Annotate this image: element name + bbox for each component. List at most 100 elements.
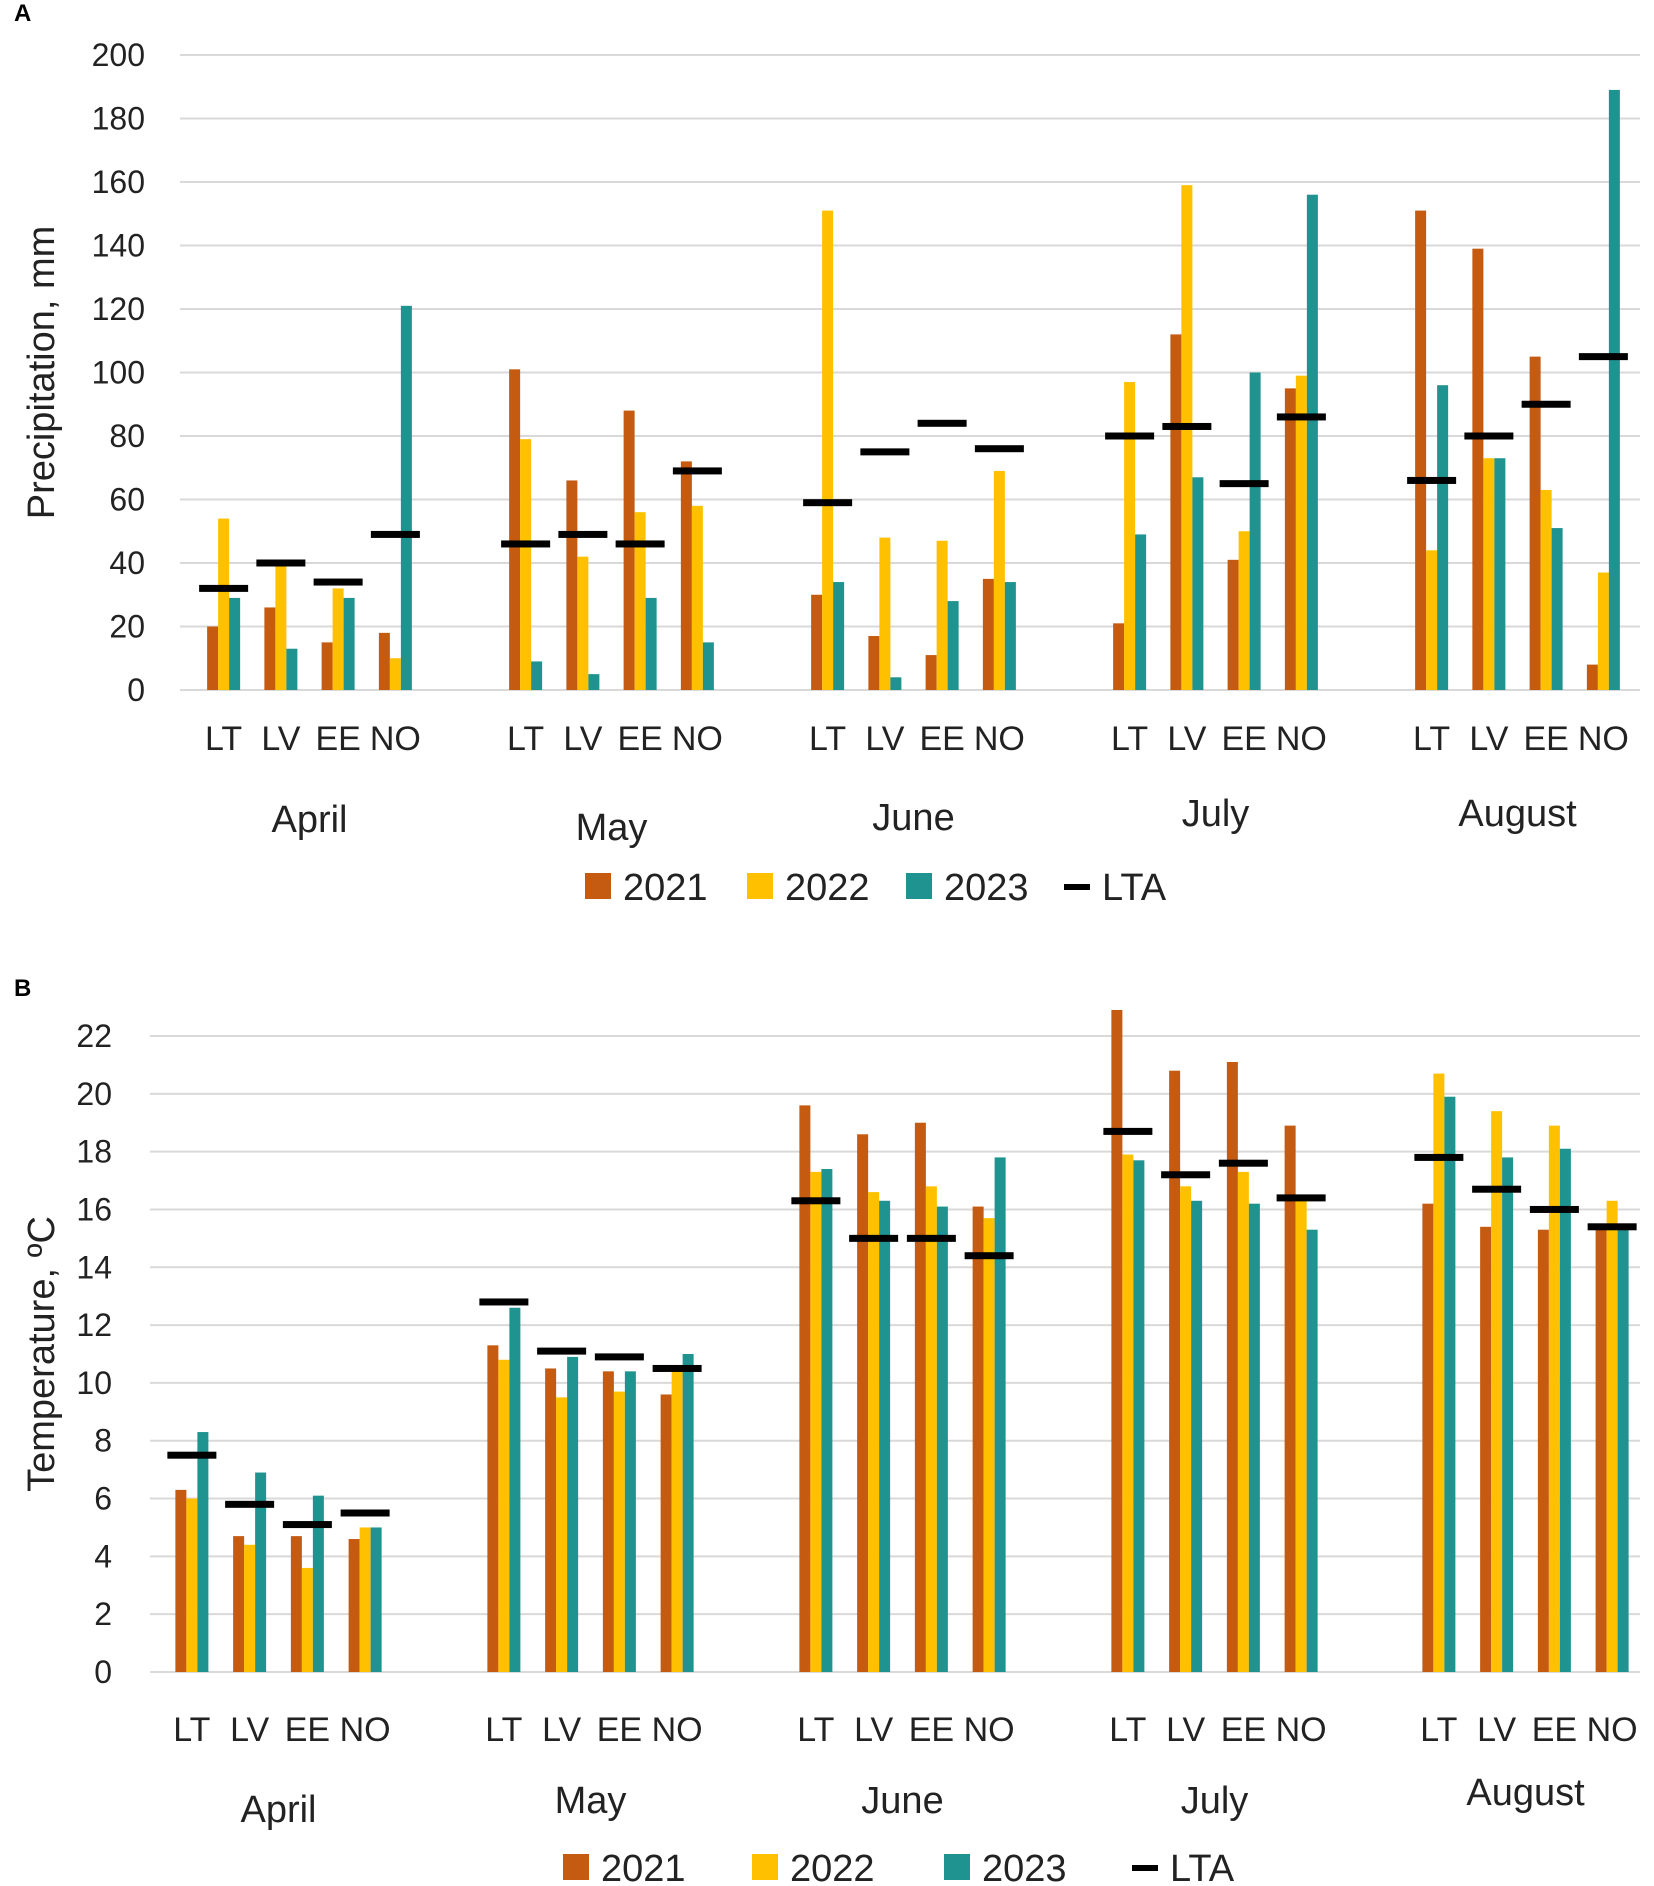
legend-swatch-lta (1064, 884, 1090, 890)
lta-marker-june-ee (906, 1234, 956, 1242)
bar-2021-july-lv (1170, 334, 1182, 690)
bar-2022-may-no (691, 505, 703, 690)
month-label: August (1466, 1772, 1585, 1814)
bar-2022-june-lt (810, 1171, 822, 1672)
bar-2023-june-no (994, 1157, 1006, 1672)
bar-2023-july-lv (1191, 1200, 1203, 1672)
bar-2021-august-lv (1480, 1226, 1492, 1672)
bar-2021-may-no (660, 1394, 672, 1672)
station-label: EE (597, 1711, 642, 1749)
lta-marker-may-ee (615, 540, 665, 548)
lta-marker-june-no (974, 445, 1024, 453)
station-label: LV (1166, 1711, 1205, 1749)
bar-2022-april-no (359, 1527, 371, 1672)
lta-marker-august-no (1578, 353, 1628, 361)
station-label: NO (974, 720, 1025, 758)
bar-2021-july-ee (1226, 1062, 1238, 1672)
bar-2023-august-ee (1551, 528, 1563, 690)
y-tick-label: 160 (92, 164, 145, 200)
lta-marker-august-no (1587, 1223, 1637, 1231)
month-label: August (1458, 793, 1577, 835)
bar-2021-april-no (348, 1539, 360, 1672)
bar-2021-june-no (982, 578, 994, 690)
lta-marker-july-lv (1162, 422, 1212, 430)
bar-2021-july-ee (1227, 559, 1239, 690)
station-label: LV (542, 1711, 581, 1749)
station-label: EE (617, 720, 662, 758)
station-label: EE (909, 1711, 954, 1749)
bar-2022-august-ee (1548, 1125, 1560, 1672)
lta-marker-june-lt (791, 1197, 841, 1205)
y-tick-label: 18 (76, 1134, 112, 1170)
y-tick-label: 2 (94, 1596, 112, 1632)
station-label: LV (854, 1711, 893, 1749)
y-tick-label: 16 (76, 1191, 112, 1227)
lta-marker-may-lt (479, 1298, 529, 1306)
bar-2021-april-lv (264, 607, 276, 690)
station-label: NO (370, 720, 421, 758)
bar-2022-august-ee (1540, 489, 1552, 690)
bar-2021-may-ee (602, 1371, 614, 1672)
bar-2023-june-no (1004, 582, 1016, 690)
panel-letter-b: B (14, 975, 32, 1002)
lta-marker-may-lv (558, 530, 608, 538)
lta-marker-june-lv (860, 448, 910, 456)
bar-2023-april-ee (312, 1495, 324, 1672)
bar-2023-april-no (400, 305, 412, 690)
bar-2021-april-ee (290, 1536, 302, 1672)
legend-swatch-2023 (944, 1854, 970, 1880)
bar-2023-april-no (370, 1527, 382, 1672)
bar-2021-june-lt (811, 594, 823, 690)
bar-2022-april-no (389, 658, 401, 690)
bar-2021-may-lt (487, 1345, 499, 1672)
bar-2021-may-lv (545, 1368, 557, 1672)
station-label: NO (1276, 720, 1327, 758)
lta-marker-june-lt (803, 499, 853, 507)
y-tick-label: 0 (127, 672, 145, 708)
bar-2022-july-lt (1124, 382, 1136, 690)
bar-2023-july-lt (1135, 534, 1147, 690)
lta-marker-july-lt (1103, 1127, 1153, 1135)
bar-2022-may-lt (520, 439, 532, 690)
bar-2021-june-lt (799, 1105, 811, 1672)
station-label: NO (964, 1711, 1015, 1749)
station-label: NO (672, 720, 723, 758)
bar-2022-april-lv (244, 1544, 256, 1672)
bar-2023-july-lv (1192, 477, 1204, 690)
month-label: July (1181, 1780, 1249, 1822)
y-tick-label: 12 (76, 1307, 112, 1343)
bar-2022-april-lt (186, 1498, 198, 1672)
y-axis-label: Temperature, ºC (21, 1216, 63, 1492)
bar-2023-april-lt (229, 597, 241, 690)
bar-2022-august-lt (1426, 550, 1438, 690)
lta-marker-april-lv (225, 1500, 275, 1508)
legend-swatch-2021 (585, 873, 611, 899)
bar-2021-may-ee (623, 410, 635, 690)
legend-label-lta: LTA (1170, 1848, 1235, 1886)
station-label: LV (1477, 1711, 1516, 1749)
bar-2023-august-lt (1444, 1096, 1456, 1672)
bar-2021-july-lt (1113, 623, 1125, 690)
lta-marker-july-no (1276, 413, 1326, 421)
bar-2022-july-ee (1238, 531, 1250, 690)
legend-swatch-2023 (906, 873, 932, 899)
station-label: LV (230, 1711, 269, 1749)
bar-2023-july-no (1306, 194, 1318, 690)
station-label: LV (261, 720, 300, 758)
y-tick-label: 8 (94, 1423, 112, 1459)
station-label: EE (1532, 1711, 1577, 1749)
bar-2022-april-lt (218, 518, 230, 690)
legend-swatch-2022 (752, 1854, 778, 1880)
legend-swatch-2021 (563, 1854, 589, 1880)
bar-2023-july-no (1306, 1229, 1318, 1672)
station-label: LT (1111, 720, 1148, 758)
y-axis-label: Precipitation, mm (21, 226, 63, 520)
panel-letter-a: A (14, 0, 32, 27)
station-label: LT (205, 720, 242, 758)
y-tick-label: 120 (92, 291, 145, 327)
bar-2023-june-lv (890, 677, 902, 690)
month-label: July (1182, 793, 1250, 835)
bar-2022-june-lv (879, 537, 891, 690)
bar-2021-may-no (680, 461, 692, 690)
bar-2023-july-ee (1248, 1203, 1260, 1672)
